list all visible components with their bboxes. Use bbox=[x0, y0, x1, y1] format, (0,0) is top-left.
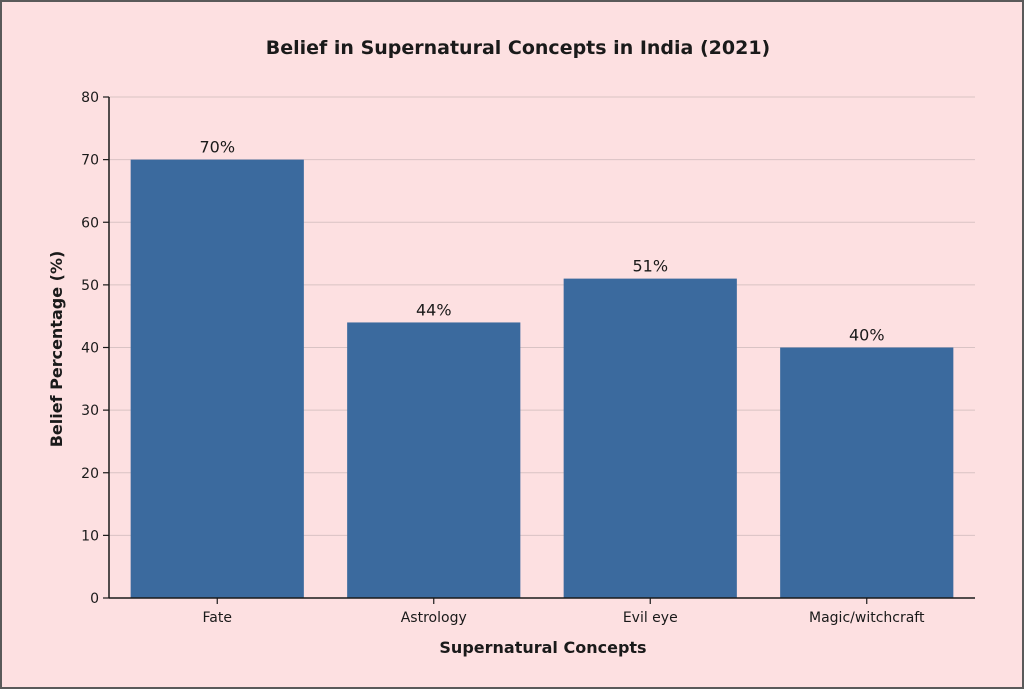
bar bbox=[130, 159, 304, 598]
y-tick-label: 50 bbox=[81, 278, 99, 294]
bar bbox=[563, 278, 737, 598]
data-label: 44% bbox=[416, 300, 452, 319]
y-tick-label: 80 bbox=[81, 90, 99, 106]
data-label: 51% bbox=[632, 257, 668, 276]
x-tick-label: Evil eye bbox=[623, 610, 678, 626]
data-label: 70% bbox=[199, 138, 235, 157]
y-tick-label: 40 bbox=[81, 341, 99, 357]
y-tick-label: 10 bbox=[81, 528, 99, 544]
data-label: 40% bbox=[849, 326, 885, 345]
x-axis-title: Supernatural Concepts bbox=[439, 638, 646, 657]
y-tick-label: 0 bbox=[90, 591, 99, 607]
y-ticks: 0 10 20 30 40 50 60 70 80 bbox=[81, 90, 109, 607]
data-labels: 70% 44% 51% 40% bbox=[199, 138, 884, 345]
x-tick-label: Astrology bbox=[401, 610, 467, 626]
y-tick-label: 60 bbox=[81, 215, 99, 231]
chart-title: Belief in Supernatural Concepts in India… bbox=[266, 37, 770, 59]
y-axis-title: Belief Percentage (%) bbox=[47, 251, 66, 448]
y-tick-label: 30 bbox=[81, 403, 99, 419]
y-tick-label: 20 bbox=[81, 466, 99, 482]
bars bbox=[130, 159, 954, 598]
y-tick-label: 70 bbox=[81, 153, 99, 169]
bar bbox=[347, 322, 521, 598]
x-ticks: Fate Astrology Evil eye Magic/witchcraft bbox=[203, 598, 925, 626]
x-tick-label: Magic/witchcraft bbox=[809, 610, 925, 626]
bar bbox=[780, 347, 954, 598]
x-tick-label: Fate bbox=[203, 610, 232, 626]
